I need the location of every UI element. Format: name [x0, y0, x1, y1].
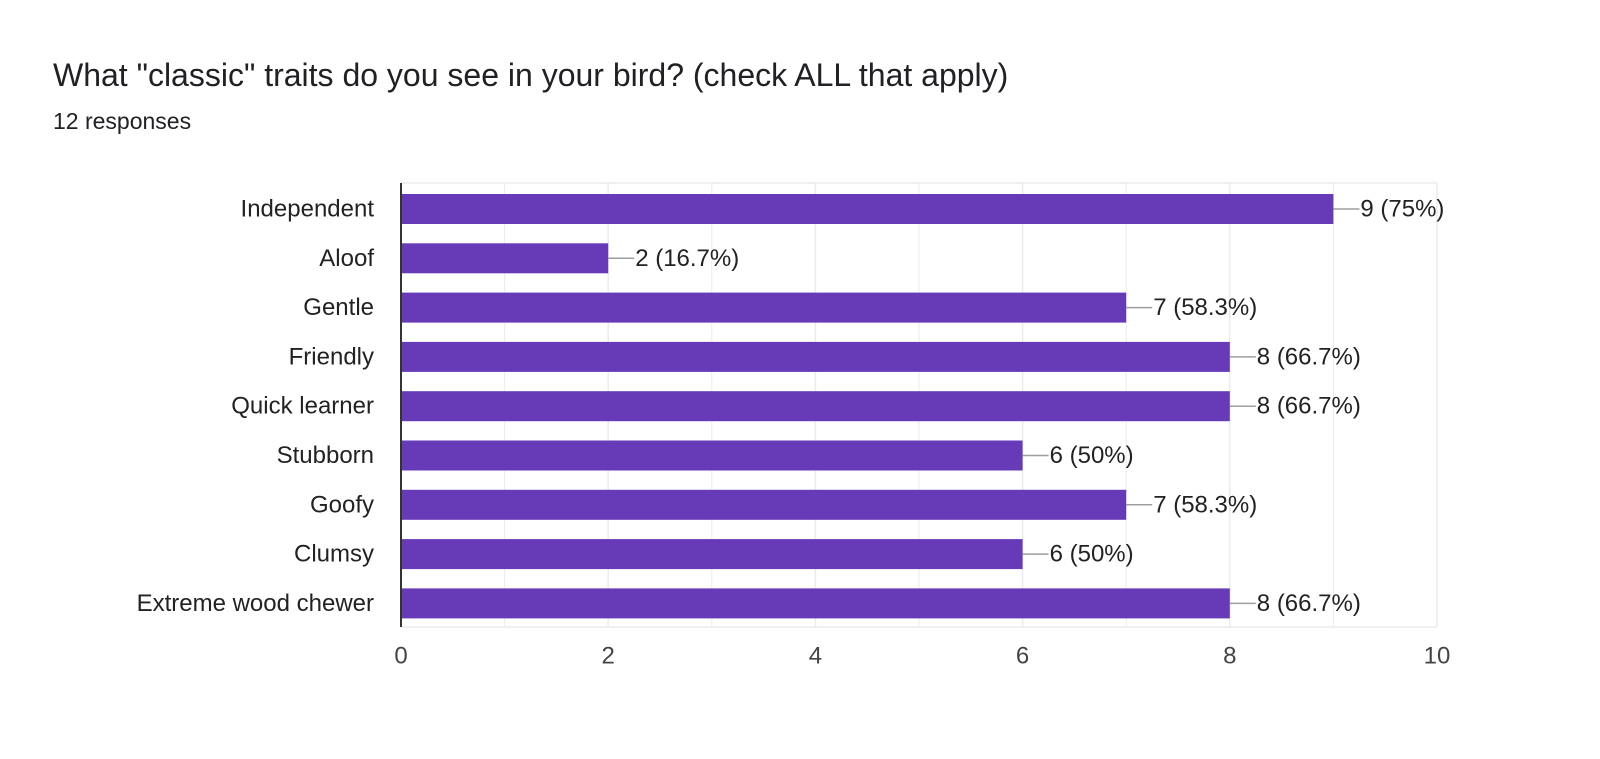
bar-stubborn — [401, 440, 1023, 471]
data-label: 9 (75%) — [1360, 196, 1444, 223]
category-label: Quick learner — [231, 393, 374, 420]
category-label: Independent — [241, 196, 375, 223]
data-label: 8 (66.7%) — [1257, 393, 1361, 420]
bar-quick-learner — [401, 391, 1230, 422]
data-label: 2 (16.7%) — [635, 245, 739, 272]
bar-gentle — [401, 292, 1127, 323]
x-tick-label: 8 — [1223, 643, 1236, 670]
bar-friendly — [401, 341, 1230, 372]
bar-extreme-wood-chewer — [401, 588, 1230, 619]
response-count: 12 responses — [53, 108, 192, 134]
data-labels: 9 (75%)2 (16.7%)7 (58.3%)8 (66.7%)8 (66.… — [608, 196, 1444, 617]
category-labels: Independent Aloof Gentle Friendly Quick lear… — [137, 196, 375, 617]
category-label: Aloof — [319, 245, 374, 272]
x-tick-label: 6 — [1016, 643, 1029, 670]
bar-independent — [401, 194, 1334, 224]
data-label: 7 (58.3%) — [1153, 294, 1257, 321]
bars — [401, 194, 1334, 619]
x-tick-label: 2 — [602, 643, 615, 670]
data-label: 6 (50%) — [1050, 541, 1134, 568]
x-tick-label: 10 — [1424, 643, 1451, 670]
data-label: 8 (66.7%) — [1257, 343, 1361, 370]
category-label: Goofy — [310, 491, 374, 518]
data-label: 6 (50%) — [1050, 442, 1134, 469]
x-tick-label: 0 — [394, 643, 407, 670]
category-label: Clumsy — [294, 541, 374, 568]
data-label: 8 (66.7%) — [1257, 590, 1361, 617]
category-label: Gentle — [303, 294, 374, 321]
category-label: Extreme wood chewer — [137, 590, 374, 617]
category-label: Friendly — [289, 343, 374, 370]
x-tick-labels: 0 2 4 6 8 10 — [394, 643, 1450, 670]
x-tick-label: 4 — [809, 643, 822, 670]
data-label: 7 (58.3%) — [1153, 491, 1257, 518]
category-label: Stubborn — [277, 442, 374, 469]
bar-clumsy — [401, 539, 1023, 570]
bar-aloof — [401, 243, 609, 274]
question-title: What "classic" traits do you see in your… — [53, 57, 1009, 93]
bar-goofy — [401, 489, 1127, 520]
